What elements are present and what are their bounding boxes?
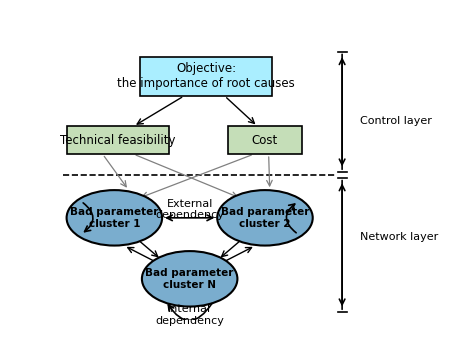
Text: Technical feasibility: Technical feasibility [60, 134, 176, 147]
FancyArrowPatch shape [168, 303, 212, 320]
FancyBboxPatch shape [228, 126, 302, 154]
FancyArrowPatch shape [83, 203, 93, 231]
FancyBboxPatch shape [140, 57, 272, 96]
Ellipse shape [66, 190, 162, 246]
Text: Bad parameter
cluster 2: Bad parameter cluster 2 [221, 207, 309, 229]
Text: Objective:
the importance of root causes: Objective: the importance of root causes [118, 63, 295, 90]
FancyArrowPatch shape [286, 204, 296, 233]
Text: Control layer: Control layer [360, 116, 432, 126]
Ellipse shape [142, 251, 237, 306]
Text: External
dependency: External dependency [155, 199, 224, 220]
Text: Bad parameter
cluster 1: Bad parameter cluster 1 [70, 207, 158, 229]
Text: Bad parameter
cluster N: Bad parameter cluster N [146, 268, 234, 289]
FancyBboxPatch shape [66, 126, 170, 154]
Text: Network layer: Network layer [360, 232, 439, 242]
Text: Internal
dependency: Internal dependency [155, 304, 224, 326]
Text: Cost: Cost [252, 134, 278, 147]
Ellipse shape [217, 190, 313, 246]
